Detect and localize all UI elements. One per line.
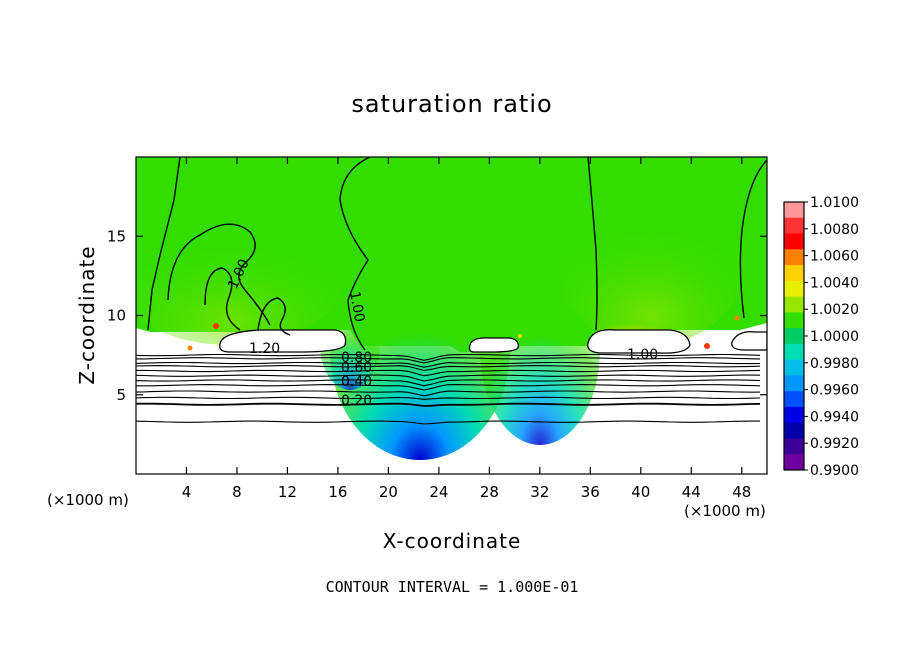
colorbar-label: 1.0040 xyxy=(810,275,859,291)
colorbar-label: 1.0100 xyxy=(810,195,859,211)
colorbar-swatch xyxy=(784,296,804,313)
contour-label: 1.00 xyxy=(627,347,658,363)
level-contour-line xyxy=(136,402,761,407)
cloud-blob xyxy=(219,329,347,353)
x-tick-label: 16 xyxy=(328,483,347,501)
colorbar-swatch xyxy=(784,422,804,439)
speck xyxy=(187,345,193,351)
colorbar-swatch xyxy=(784,375,804,392)
x-tick-label: 44 xyxy=(682,483,701,501)
colorbar-label: 0.9920 xyxy=(810,436,859,452)
colorbar-labels: 1.0100 1.0080 1.0060 1.0040 1.0020 1.0000 0.99… xyxy=(804,195,859,479)
level-contour-line xyxy=(136,396,761,400)
level-contour-line xyxy=(136,379,761,387)
colorbar-swatch xyxy=(784,249,804,266)
colorbar-swatch xyxy=(784,406,804,424)
haze-region-left xyxy=(136,225,340,345)
level-contour-line xyxy=(136,369,761,377)
colorbar-swatch xyxy=(784,454,804,471)
colorbar-swatch xyxy=(784,391,804,408)
y-tick-label: 5 xyxy=(116,386,126,404)
level-contour-line xyxy=(136,420,760,425)
level-contour-line xyxy=(136,365,761,372)
colorbar-swatch xyxy=(784,343,804,361)
x-tick-label: 24 xyxy=(429,483,448,501)
contour-line xyxy=(147,157,181,331)
contour-label: 0.40 xyxy=(341,374,372,390)
x-tick-label: 36 xyxy=(581,483,600,501)
contour-label: 0.80 xyxy=(341,350,372,366)
contour-label: 0.20 xyxy=(341,393,372,409)
x-tick-label: 48 xyxy=(732,483,751,501)
speck xyxy=(704,343,710,349)
colorbar-label: 1.0020 xyxy=(810,302,859,318)
speck xyxy=(213,323,219,329)
colorbar-swatch xyxy=(784,312,804,329)
level-contour-line xyxy=(136,357,761,364)
cloud-blob xyxy=(731,331,767,351)
haze-region-right xyxy=(560,205,740,345)
colorbar-label: 1.0080 xyxy=(810,222,859,238)
cloud-blob xyxy=(587,329,691,354)
x-axis-ticks: 4 8 12 16 20 24 28 32 36 40 44 48 xyxy=(182,157,751,501)
contour-line xyxy=(167,223,271,326)
contour-label: 0.60 xyxy=(341,360,372,376)
contour-interval-note: CONTOUR INTERVAL = 1.000E-01 xyxy=(326,578,579,596)
colorbar-label: 1.0000 xyxy=(810,329,859,345)
colorbar xyxy=(783,201,805,471)
colorbar-swatch xyxy=(784,328,804,345)
colorbar-label: 0.9900 xyxy=(810,463,859,479)
subsaturated-zone-left xyxy=(320,300,380,390)
x-tick-label: 8 xyxy=(232,483,242,501)
colorbar-swatch xyxy=(784,217,804,235)
contour-label: 1.00 xyxy=(346,290,367,323)
z-unit-label: (×1000 m) xyxy=(47,491,129,509)
colorbar-swatch xyxy=(784,438,804,455)
speck xyxy=(518,334,522,338)
colorbar-label: 0.9940 xyxy=(810,409,859,425)
colorbar-label: 0.9980 xyxy=(810,356,859,372)
y-axis-ticks: 5 10 15 xyxy=(107,227,767,404)
x-tick-label: 12 xyxy=(278,483,297,501)
colorbar-label: 0.9960 xyxy=(810,383,859,399)
y-tick-label: 10 xyxy=(107,307,126,325)
level-contour-group xyxy=(136,353,761,425)
x-tick-label: 40 xyxy=(631,483,650,501)
x-tick-label: 4 xyxy=(182,483,192,501)
level-contour-line xyxy=(136,384,761,391)
x-unit-label: (×1000 m) xyxy=(684,502,766,520)
contour-line xyxy=(339,157,371,351)
x-tick-label: 32 xyxy=(530,483,549,501)
plot-area xyxy=(136,157,767,474)
level-contour-line xyxy=(136,353,761,361)
level-contour-line xyxy=(136,374,761,382)
y-tick-label: 15 xyxy=(107,227,126,245)
contour-line xyxy=(739,159,767,319)
colorbar-swatch xyxy=(784,359,804,376)
colorbar-swatch xyxy=(784,280,804,298)
cloud-blob xyxy=(468,337,519,353)
contour-label: 1.20 xyxy=(249,341,280,357)
colorbar-swatch xyxy=(784,233,804,250)
contour-line xyxy=(587,157,598,331)
x-tick-label: 20 xyxy=(379,483,398,501)
x-tick-label: 28 xyxy=(480,483,499,501)
x-axis-title: X-coordinate xyxy=(383,529,522,553)
speck xyxy=(734,315,740,321)
colorbar-swatch xyxy=(784,202,804,219)
colorbar-swatch xyxy=(784,265,804,282)
colorbar-label: 1.0060 xyxy=(810,249,859,265)
level-contour-line xyxy=(136,390,761,397)
contour-line xyxy=(204,267,241,331)
y-axis-title: Z-coordinate xyxy=(75,245,99,384)
level-contour-line xyxy=(136,361,761,368)
chart-title: saturation ratio xyxy=(351,90,552,118)
contour-line xyxy=(257,297,291,336)
